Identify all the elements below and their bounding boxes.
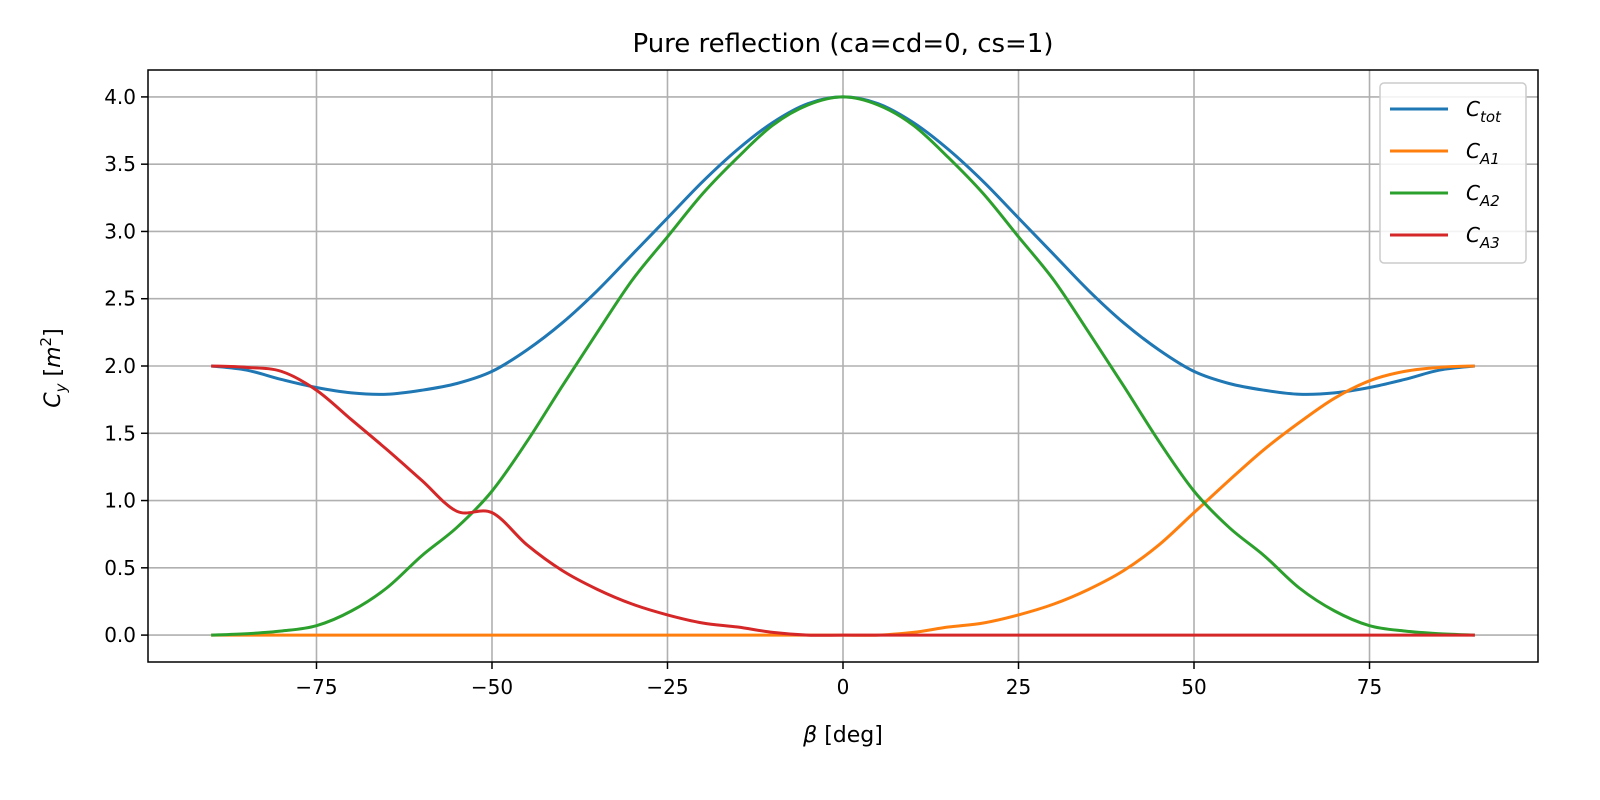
x-tick-label: 0 bbox=[837, 675, 850, 699]
x-tick-label: −50 bbox=[471, 675, 513, 699]
y-tick-label: 1.5 bbox=[104, 421, 136, 445]
x-axis-unit: [deg] bbox=[817, 723, 883, 748]
x-axis-label: β [deg] bbox=[802, 723, 883, 748]
legend-label-tot: Ctot bbox=[1466, 97, 1502, 126]
y-tick-label: 3.5 bbox=[104, 152, 136, 176]
series-line-a3 bbox=[211, 364, 1475, 637]
y-axis-subscript: y bbox=[52, 382, 70, 393]
x-tick-label: −25 bbox=[646, 675, 688, 699]
y-tick-label: 1.0 bbox=[104, 489, 136, 513]
x-tick-label: 25 bbox=[1006, 675, 1031, 699]
y-tick-label: 2.5 bbox=[104, 287, 136, 311]
series-line-a2 bbox=[211, 95, 1475, 637]
x-tick-label: −75 bbox=[295, 675, 337, 699]
legend-label-a3: CA3 bbox=[1466, 223, 1500, 252]
y-axis-superscript: 2 bbox=[37, 337, 55, 347]
y-axis-unit-close: ] bbox=[41, 328, 66, 337]
legend-label-a2: CA2 bbox=[1466, 181, 1500, 210]
legend-box bbox=[1379, 82, 1527, 264]
legend: Ctot CA1 CA2 CA3 bbox=[1379, 82, 1527, 264]
legend-label-a1: CA1 bbox=[1466, 139, 1500, 168]
x-tick-label: 50 bbox=[1181, 675, 1206, 699]
chart-title: Pure reflection (ca=cd=0, cs=1) bbox=[632, 29, 1053, 59]
x-axis: −75 −50 −25 0 25 50 75 bbox=[295, 662, 1382, 699]
x-axis-symbol: β bbox=[802, 723, 817, 748]
y-tick-label: 0.0 bbox=[104, 623, 136, 647]
y-tick-label: 4.0 bbox=[104, 85, 136, 109]
y-axis-unit-open: [ bbox=[41, 368, 66, 384]
x-tick-label: 75 bbox=[1357, 675, 1382, 699]
y-axis-symbol: C bbox=[41, 392, 66, 408]
y-tick-label: 2.0 bbox=[104, 354, 136, 378]
series-lines bbox=[211, 95, 1475, 637]
y-axis: 0.0 0.5 1.0 1.5 2.0 2.5 3.0 3.5 4.0 bbox=[104, 85, 148, 647]
y-axis-unit-base: m bbox=[41, 346, 66, 367]
y-tick-label: 3.0 bbox=[104, 219, 136, 243]
y-axis-label: Cy [m2] bbox=[37, 328, 70, 407]
y-tick-label: 0.5 bbox=[104, 556, 136, 580]
